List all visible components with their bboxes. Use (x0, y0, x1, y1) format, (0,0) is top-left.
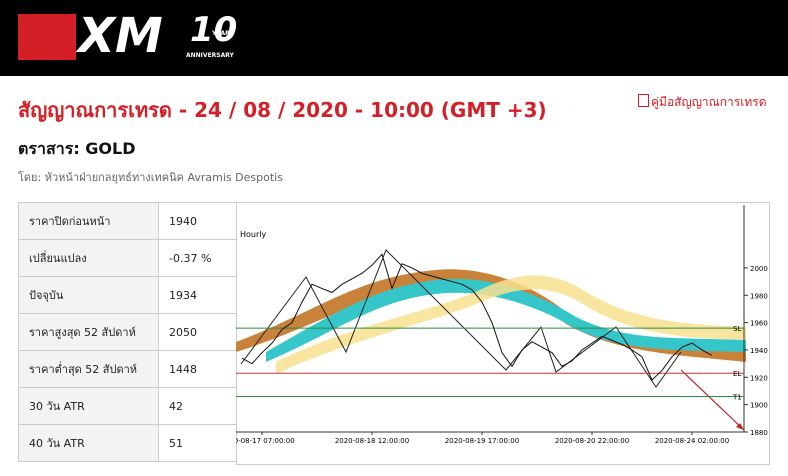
price-line (241, 253, 713, 381)
cell-label: ราคาปิดก่อนหน้า (18, 202, 159, 240)
cell-label: 40 วัน ATR (18, 424, 159, 462)
level-label: T1 (732, 393, 742, 401)
y-tick-label: 1900 (750, 402, 768, 410)
cell-label: ราคาต่ำสุด 52 สัปดาห์ (18, 350, 159, 388)
level-label: EL (733, 370, 741, 378)
title: สัญญาณการเทรด - 24 / 08 / 2020 - 10:00 (… (18, 98, 547, 122)
guide-link-text[interactable]: คู่มือสัญญาณการเทรด (651, 95, 767, 109)
y-tick-label: 1980 (750, 292, 768, 300)
y-tick-label: 1960 (750, 320, 768, 328)
x-tick-label: 2020-08-19 17:00:00 (445, 437, 519, 445)
table-row: 30 วัน ATR 42 (18, 387, 237, 425)
x-tick-label: 2020-08-18 12:00:00 (335, 437, 409, 445)
y-tick-label: 2000 (750, 265, 768, 273)
band-slow (276, 275, 746, 374)
cell-value: 1448 (158, 350, 237, 388)
x-tick-label: 2020-08-24 02:00:00 (655, 437, 729, 445)
author: โดย: หัวหน้าฝ่ายกลยุทธ์ทางเทคนิค Avramis… (18, 171, 283, 184)
header: XM 10 YEARS ANNIVERSARY (0, 0, 788, 76)
target-arrow (680, 369, 745, 431)
guide-link[interactable]: คู่มือสัญญาณการเทรด (638, 93, 767, 112)
badge-sub: YEARS (212, 30, 235, 37)
x-tick-label: 20-08-17 07:00:00 (236, 437, 295, 445)
cell-label: ราคาสูงสุด 52 สัปดาห์ (18, 313, 159, 351)
cell-label: ปัจจุบัน (18, 276, 159, 314)
cell-value: 42 (158, 387, 237, 425)
cell-value: 1940 (158, 202, 237, 240)
cell-label: 30 วัน ATR (18, 387, 159, 425)
table-row: ราคาปิดก่อนหน้า 1940 (18, 202, 237, 240)
logo-icon (18, 14, 76, 60)
y-tick-label: 1920 (750, 374, 768, 382)
y-tick-label: 1940 (750, 347, 768, 355)
cell-value: 1934 (158, 276, 237, 314)
instrument: ตราสาร: GOLD (18, 139, 136, 158)
arrow-head (736, 423, 744, 430)
table-row: ปัจจุบัน 1934 (18, 276, 237, 314)
table-row: 40 วัน ATR 51 (18, 424, 237, 462)
cell-value: 2050 (158, 313, 237, 351)
logo: XM (78, 8, 163, 64)
cell-label: เปลี่ยนแปลง (18, 239, 159, 277)
chart: Hourly 1880 1900 1920 1940 1960 1980 2000 SL EL T… (236, 202, 770, 465)
cell-value: 51 (158, 424, 237, 462)
cell-value: -0.37 % (158, 239, 237, 277)
chart-title: Hourly (240, 230, 266, 239)
x-tick-label: 2020-08-20 22:00:00 (555, 437, 629, 445)
table-row: ราคาต่ำสุด 52 สัปดาห์ 1448 (18, 350, 237, 388)
y-tick-label: 1880 (750, 429, 768, 437)
table-row: ราคาสูงสุด 52 สัปดาห์ 2050 (18, 313, 237, 351)
badge: 10 (190, 10, 238, 50)
table-row: เปลี่ยนแปลง -0.37 % (18, 239, 237, 277)
badge-caption: ANNIVERSARY (186, 52, 234, 59)
level-label: SL (733, 325, 741, 333)
info-table: ราคาปิดก่อนหน้า 1940 เปลี่ยนแปลง -0.37 % ปัจ… (18, 202, 237, 462)
